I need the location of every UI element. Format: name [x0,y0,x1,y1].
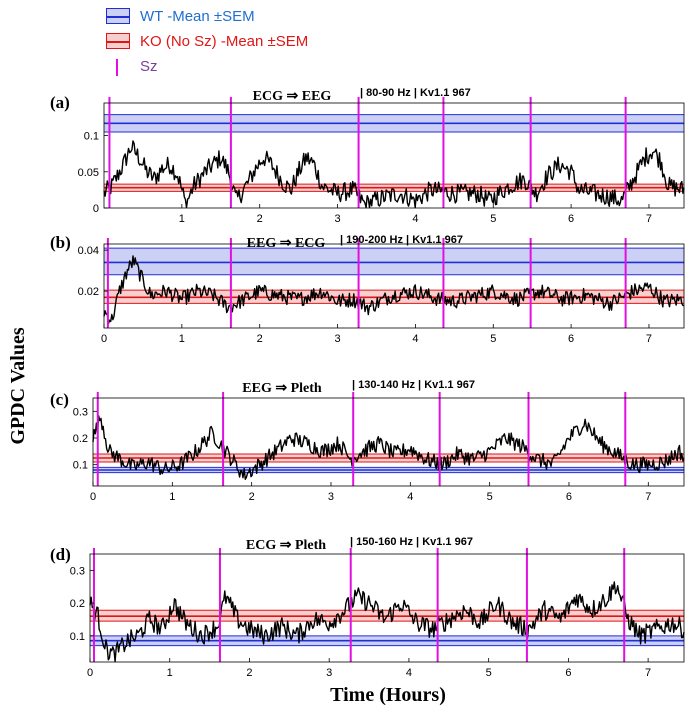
axes-box [89,553,685,663]
x-tick-label: 6 [566,491,572,503]
y-tick-label: 0.2 [73,433,88,445]
x-tick-label: 5 [490,213,496,225]
gpdc-trace [89,581,685,663]
x-tick-label: 1 [179,213,185,225]
x-tick-label: 1 [179,333,185,345]
x-tick-label: 0 [87,667,93,679]
x-tick-label: 0 [90,491,96,503]
sz-swatch [116,59,118,76]
axes-box [103,102,685,209]
x-tick-label: 1 [169,491,175,503]
x-tick-label: 7 [646,333,652,345]
x-tick-label: 6 [565,667,571,679]
x-tick-label: 2 [249,491,255,503]
x-axis-label: Time (Hours) [330,684,446,706]
x-tick-label: 5 [486,667,492,679]
panel-title: EEG ⇒ ECG [247,236,326,251]
y-axis-label: GPDC Values [7,327,29,444]
x-tick-label: 4 [412,213,418,225]
panel-subtitle: | 130-140 Hz | Kv1.1 967 [352,379,475,391]
y-tick-label: 0 [93,203,99,215]
y-tick-label: 0.3 [70,565,85,577]
y-tick-label: 0.1 [84,131,99,143]
y-tick-label: 0.04 [78,245,99,257]
legend-sz-label: Sz [140,58,158,75]
panel-subtitle: | 190-200 Hz | Kv1.1 967 [340,234,463,246]
x-tick-label: 4 [412,333,418,345]
panel-title: ECG ⇒ EEG [253,89,332,104]
gpdc-trace [92,415,685,480]
gpdc-trace [103,255,685,325]
x-tick-label: 5 [487,491,493,503]
wt-sem-band [104,248,684,275]
axes-box [103,243,685,329]
y-tick-label: 0.1 [73,460,88,472]
y-tick-label: 0.1 [70,631,85,643]
y-tick-label: 0.02 [78,286,99,298]
y-tick-label: 0.2 [70,598,85,610]
panel-c: 0 1 2 3 4 5 6 7 0.1 0.2 0.3 (c) EEG ⇒ Pleth | 130-140… [50,379,685,503]
x-tick-label: 2 [246,667,252,679]
x-tick-label: 1 [167,667,173,679]
x-tick-label: 0 [101,333,107,345]
x-tick-label: 3 [328,491,334,503]
wt-swatch [106,8,130,24]
x-tick-label: 4 [406,667,412,679]
panel-label: (b) [50,233,71,252]
panel-d: 0 1 2 3 4 5 6 7 0.1 0.2 0.3(d) ECG ⇒ Pleth | 150-160… [50,536,685,679]
x-tick-label: 3 [334,213,340,225]
axes-box [92,397,685,487]
panel-subtitle: | 80-90 Hz | Kv1.1 967 [360,87,471,99]
ko-swatch [106,33,130,49]
x-tick-label: 6 [568,213,574,225]
x-tick-label: 6 [568,333,574,345]
legend-wt-label: WT -Mean ±SEM [140,8,255,25]
legend-ko-label: KO (No Sz) -Mean ±SEM [140,33,309,50]
x-tick-label: 2 [257,213,263,225]
panel-subtitle: | 150-160 Hz | Kv1.1 967 [350,536,473,548]
x-tick-label: 3 [326,667,332,679]
x-tick-label: 5 [490,333,496,345]
panel-title: EEG ⇒ Pleth [242,381,322,396]
x-tick-label: 4 [407,491,413,503]
x-tick-label: 7 [646,213,652,225]
panel-b: 0 1 2 3 4 5 6 7 0.02 0.04 (b) EEG ⇒ ECG | 190-200 Hz… [50,233,685,345]
x-tick-label: 2 [257,333,263,345]
x-tick-label: 7 [645,667,651,679]
x-tick-label: 7 [645,491,651,503]
panel-title: ECG ⇒ Pleth [246,538,326,553]
gpdc-trace [103,140,685,209]
panel-a: 1 2 3 4 5 6 7 0 0.05 0.1 (a) ECG ⇒ EEG | 80-90 Hz | … [50,87,685,225]
panel-label: (d) [50,545,71,564]
y-tick-label: 0.3 [73,406,88,418]
panel-label: (a) [50,93,70,112]
y-tick-label: 0.05 [78,167,99,179]
panel-label: (c) [50,390,69,409]
x-tick-label: 3 [334,333,340,345]
